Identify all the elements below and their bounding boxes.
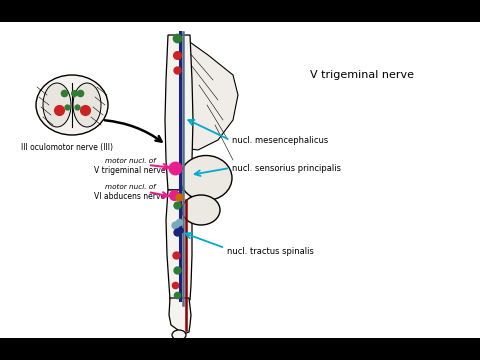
Text: nucl. sensorius principalis: nucl. sensorius principalis <box>232 163 341 172</box>
Text: III oculomotor nerve (III): III oculomotor nerve (III) <box>21 143 113 152</box>
Ellipse shape <box>172 330 186 340</box>
Polygon shape <box>169 298 191 335</box>
Text: VI abducens nerve: VI abducens nerve <box>95 192 166 201</box>
Text: motor nucl. of: motor nucl. of <box>105 158 156 164</box>
Bar <box>0 0 480 22</box>
Text: nucl. tractus spinalis: nucl. tractus spinalis <box>227 248 314 257</box>
Ellipse shape <box>182 195 220 225</box>
Text: V trigeminal nerve: V trigeminal nerve <box>94 166 166 175</box>
Ellipse shape <box>73 83 101 127</box>
Polygon shape <box>180 35 238 150</box>
Bar <box>0 338 480 360</box>
Ellipse shape <box>180 156 232 201</box>
Ellipse shape <box>43 83 71 127</box>
Polygon shape <box>165 35 193 190</box>
Text: nucl. mesencephalicus: nucl. mesencephalicus <box>232 135 328 144</box>
Text: motor nucl. of: motor nucl. of <box>105 184 156 190</box>
Ellipse shape <box>36 75 108 135</box>
Polygon shape <box>166 190 192 300</box>
Text: V trigeminal nerve: V trigeminal nerve <box>310 70 414 80</box>
